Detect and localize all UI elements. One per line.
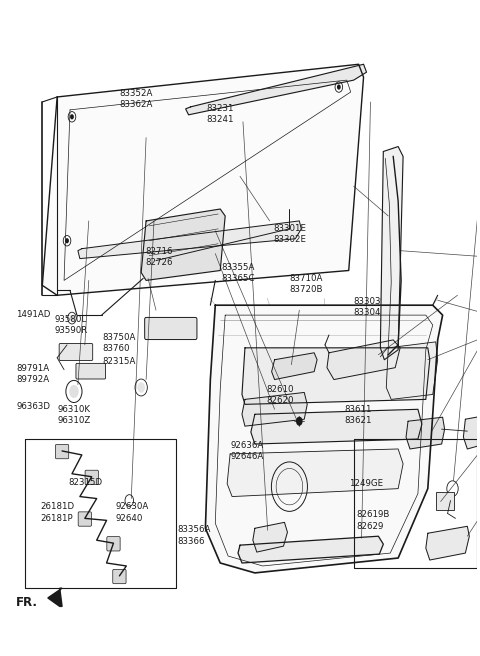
- Polygon shape: [205, 305, 443, 573]
- Polygon shape: [380, 146, 403, 359]
- Polygon shape: [251, 409, 422, 444]
- Polygon shape: [186, 64, 367, 115]
- FancyBboxPatch shape: [85, 470, 98, 485]
- Circle shape: [70, 315, 74, 321]
- Polygon shape: [48, 588, 62, 606]
- Polygon shape: [386, 342, 438, 400]
- Polygon shape: [238, 536, 384, 563]
- Circle shape: [296, 417, 302, 426]
- Text: 83352A
83362A: 83352A 83362A: [119, 89, 152, 109]
- Text: 26181D
26181P: 26181D 26181P: [41, 502, 75, 523]
- Circle shape: [70, 114, 74, 119]
- Text: 82619B
82629: 82619B 82629: [356, 510, 390, 531]
- Polygon shape: [406, 417, 444, 449]
- Text: 83303
83304: 83303 83304: [354, 297, 382, 318]
- FancyBboxPatch shape: [78, 512, 92, 526]
- Text: 83750A
83760: 83750A 83760: [102, 333, 136, 353]
- Polygon shape: [141, 209, 225, 280]
- Polygon shape: [242, 392, 307, 426]
- FancyBboxPatch shape: [59, 344, 93, 360]
- Polygon shape: [227, 449, 403, 497]
- Circle shape: [65, 238, 69, 243]
- Polygon shape: [242, 348, 430, 404]
- Text: 83355A
83365C: 83355A 83365C: [221, 263, 254, 283]
- FancyBboxPatch shape: [144, 318, 197, 340]
- Polygon shape: [426, 526, 469, 560]
- Polygon shape: [327, 340, 400, 380]
- FancyBboxPatch shape: [76, 363, 106, 379]
- Text: 96310K
96310Z: 96310K 96310Z: [57, 405, 91, 425]
- Text: 82716
82726: 82716 82726: [145, 247, 173, 267]
- Text: 82315D: 82315D: [68, 478, 102, 487]
- Text: 93580L
93590R: 93580L 93590R: [55, 315, 88, 335]
- Polygon shape: [78, 221, 301, 258]
- FancyBboxPatch shape: [113, 569, 126, 584]
- Text: 82315A: 82315A: [102, 358, 136, 366]
- Text: 83710A
83720B: 83710A 83720B: [290, 274, 324, 295]
- FancyBboxPatch shape: [107, 537, 120, 551]
- Text: 82610
82620: 82610 82620: [266, 384, 294, 405]
- Text: 96363D: 96363D: [16, 401, 50, 411]
- Text: 92630A
92640: 92630A 92640: [116, 502, 149, 523]
- Polygon shape: [253, 522, 288, 552]
- Polygon shape: [42, 64, 363, 295]
- Text: 83356A
83366: 83356A 83366: [178, 525, 211, 546]
- Polygon shape: [272, 353, 317, 380]
- Circle shape: [69, 385, 79, 398]
- FancyBboxPatch shape: [56, 445, 69, 459]
- Text: 83301E
83302E: 83301E 83302E: [273, 224, 306, 245]
- Text: FR.: FR.: [16, 596, 38, 609]
- Text: 92636A
92646A: 92636A 92646A: [230, 441, 264, 461]
- Circle shape: [137, 382, 145, 393]
- FancyBboxPatch shape: [436, 491, 454, 510]
- Text: 89791A
89792A: 89791A 89792A: [16, 364, 49, 384]
- Text: 1249GE: 1249GE: [349, 479, 383, 488]
- Text: 83231
83241: 83231 83241: [207, 104, 234, 124]
- Circle shape: [337, 85, 341, 90]
- Text: 1491AD: 1491AD: [16, 310, 50, 319]
- Polygon shape: [463, 415, 480, 449]
- Text: 83611
83621: 83611 83621: [344, 405, 372, 425]
